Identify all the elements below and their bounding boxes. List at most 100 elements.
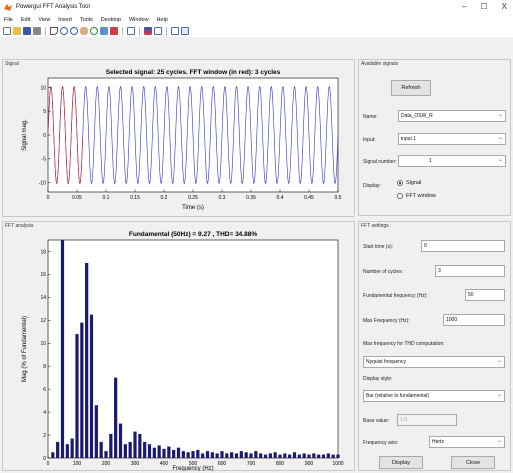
toolbar-separator xyxy=(166,26,167,36)
zoom-in-icon[interactable] xyxy=(60,27,68,35)
link-icon[interactable] xyxy=(127,27,135,35)
display-button[interactable]: Display xyxy=(379,456,423,469)
chevron-down-icon: ⌄ xyxy=(496,438,502,444)
y-tick-label: 8 xyxy=(43,364,46,370)
menu-window[interactable]: Window xyxy=(128,16,149,23)
menu-desktop[interactable]: Desktop xyxy=(100,16,121,23)
fund-freq-label: Fundamental frequency (Hz): xyxy=(363,293,428,299)
menu-edit[interactable]: Edit xyxy=(20,16,31,23)
x-tick-label: 400 xyxy=(160,461,169,467)
maximize-button[interactable]: ☐ xyxy=(480,2,488,11)
display-label: Display: xyxy=(363,183,381,189)
menu-view[interactable]: View xyxy=(38,16,51,23)
fft-bar xyxy=(205,451,210,458)
freq-axis-dropdown[interactable]: Hertz ⌄ xyxy=(429,436,505,448)
y-axis-label: Signal mag. xyxy=(22,119,28,151)
refresh-button[interactable]: Refresh xyxy=(391,80,431,96)
fft-bar xyxy=(152,447,156,458)
signal-number-dropdown[interactable]: 1 ⌄ xyxy=(398,155,506,167)
chevron-down-icon: ⌄ xyxy=(497,135,503,141)
input-label: Input: xyxy=(363,137,376,143)
data-cursor-icon[interactable] xyxy=(100,27,108,35)
fft-bar xyxy=(94,405,98,458)
display-signal-radio[interactable]: Signal xyxy=(397,180,421,186)
brush-icon[interactable] xyxy=(110,27,118,35)
pointer-icon[interactable] xyxy=(50,27,58,35)
cycles-input[interactable]: 3 xyxy=(435,265,505,277)
x-tick-label: 0.4 xyxy=(277,195,284,201)
x-tick-label: 0.05 xyxy=(72,195,82,201)
rotate-icon[interactable] xyxy=(90,27,98,35)
fft-bar xyxy=(56,441,60,458)
menu-tools[interactable]: Tools xyxy=(79,16,93,23)
fft-bar xyxy=(162,448,166,458)
fft-bar xyxy=(133,431,137,458)
menu-help[interactable]: Help xyxy=(156,16,168,23)
base-value-input[interactable]: 1.0 xyxy=(397,414,457,426)
base-value-value: 1.0 xyxy=(400,417,407,423)
fft-bar xyxy=(80,322,84,458)
fund-freq-input[interactable]: 50 xyxy=(465,289,505,301)
open-file-icon[interactable] xyxy=(13,27,21,35)
fft-bar xyxy=(118,423,123,458)
x-tick-label: 100 xyxy=(73,461,82,467)
chevron-down-icon: ⌄ xyxy=(497,112,503,118)
save-icon[interactable] xyxy=(23,27,31,35)
signal-chart: Selected signal: 25 cycles. FFT window (… xyxy=(22,69,342,211)
x-tick-label: 700 xyxy=(247,461,256,467)
fft-bar xyxy=(283,453,287,458)
name-dropdown[interactable]: Data_OSW_R ⌄ xyxy=(398,110,506,122)
print-icon[interactable] xyxy=(33,27,41,35)
x-tick-label: 600 xyxy=(218,461,227,467)
thd-dropdown[interactable]: Nyquist frequency ⌄ xyxy=(363,356,505,368)
hide-plot-tools-icon[interactable] xyxy=(171,27,179,35)
y-tick-label: 5 xyxy=(43,109,46,115)
y-tick-label: 6 xyxy=(43,387,46,393)
series-line-0 xyxy=(47,85,339,185)
fund-freq-value: 50 xyxy=(468,292,474,298)
fft-bar xyxy=(191,451,195,458)
window-controls: – ☐ X xyxy=(462,2,507,11)
x-tick-label: 0.15 xyxy=(130,195,140,201)
fft-panel-title: FFT analysis xyxy=(5,223,34,229)
fft-bar xyxy=(65,444,69,458)
minimize-button[interactable]: – xyxy=(462,2,467,11)
colorbar-icon[interactable] xyxy=(144,27,152,35)
radio-selected-icon xyxy=(397,180,403,186)
fft-bar xyxy=(225,453,229,458)
x-tick-label: 0.45 xyxy=(304,195,314,201)
menu-file[interactable]: File xyxy=(4,16,13,23)
fft-bar xyxy=(128,441,132,458)
freq-axis-label: Frequency axis: xyxy=(363,440,399,446)
x-tick-label: 200 xyxy=(102,461,111,467)
zoom-out-icon[interactable] xyxy=(70,27,78,35)
menu-insert[interactable]: Insert xyxy=(58,16,72,23)
close-window-button[interactable]: X xyxy=(501,2,507,11)
max-freq-input[interactable]: 1000 xyxy=(443,314,505,326)
fft-bar xyxy=(268,453,272,458)
fft-settings-title: FFT settings xyxy=(361,223,389,229)
y-tick-label: 4 xyxy=(43,410,46,416)
chart-title: Fundamental (50Hz) = 9.27 , THD= 34.88% xyxy=(129,231,257,238)
chevron-down-icon: ⌄ xyxy=(497,157,503,163)
fft-bar xyxy=(176,447,181,458)
fft-bar xyxy=(321,454,326,458)
start-time-input[interactable]: 0 xyxy=(421,240,505,252)
show-plot-tools-icon[interactable] xyxy=(181,27,189,35)
input-dropdown[interactable]: input 1 ⌄ xyxy=(398,133,506,145)
display-fft-window-radio[interactable]: FFT window xyxy=(397,193,436,199)
fft-bar xyxy=(70,438,74,458)
radio-unselected-icon xyxy=(397,193,403,199)
display-style-dropdown[interactable]: Bar (relative to fundamental) ⌄ xyxy=(363,390,505,402)
display-fft-window-label: FFT window xyxy=(406,193,436,199)
chart-title: Selected signal: 25 cycles. FFT window (… xyxy=(106,69,281,76)
fft-bar xyxy=(167,446,171,458)
fft-bar xyxy=(288,454,292,458)
fft-bar xyxy=(239,451,243,458)
legend-icon[interactable] xyxy=(154,27,162,35)
close-button[interactable]: Close xyxy=(451,456,495,469)
pan-icon[interactable] xyxy=(80,27,88,35)
new-file-icon[interactable] xyxy=(3,27,11,35)
x-tick-label: 1000 xyxy=(332,461,343,467)
display-style-label: Display style: xyxy=(363,376,393,382)
